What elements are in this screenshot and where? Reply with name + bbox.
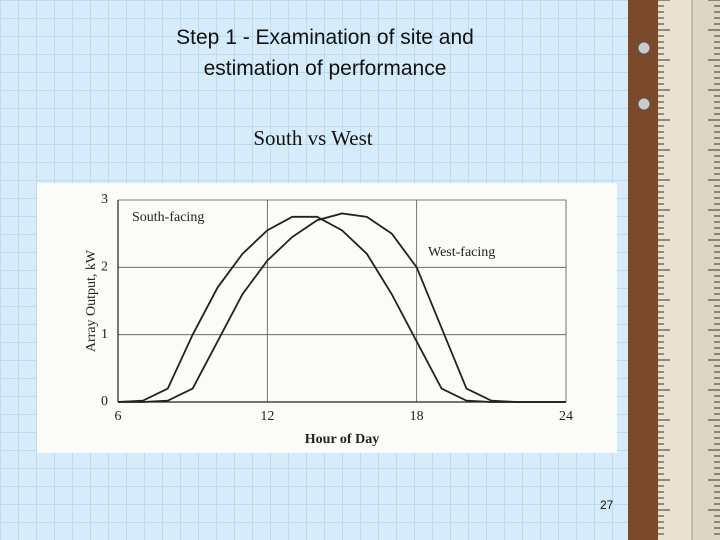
y-tick-label: 0	[101, 394, 108, 409]
x-axis-label: Hour of Day	[305, 432, 379, 447]
x-tick-label: 18	[410, 409, 424, 424]
slide-subtitle: South vs West	[253, 126, 373, 150]
title-line: Step 1 - Examination of site and	[176, 26, 474, 49]
x-tick-label: 24	[559, 409, 573, 424]
legend-label: West-facing	[428, 245, 495, 260]
title-line: estimation of performance	[203, 57, 447, 80]
ruler-decoration	[628, 0, 720, 540]
chart-background	[37, 183, 617, 453]
y-tick-label: 3	[101, 192, 108, 207]
y-axis-label: Array Output, kW	[84, 249, 99, 352]
x-tick-label: 12	[260, 409, 274, 424]
series-line	[118, 212, 566, 403]
y-tick-label: 2	[101, 260, 108, 275]
slide-title: Step 1 - Examination of site and estimat…	[0, 22, 650, 84]
x-tick-label: 6	[115, 409, 122, 424]
legend-bg	[130, 209, 230, 227]
legend-label: South-facing	[132, 210, 204, 225]
series-line	[117, 215, 566, 403]
y-tick-label: 1	[101, 327, 108, 342]
page-number: 27	[600, 498, 614, 512]
legend-bg	[426, 244, 526, 262]
